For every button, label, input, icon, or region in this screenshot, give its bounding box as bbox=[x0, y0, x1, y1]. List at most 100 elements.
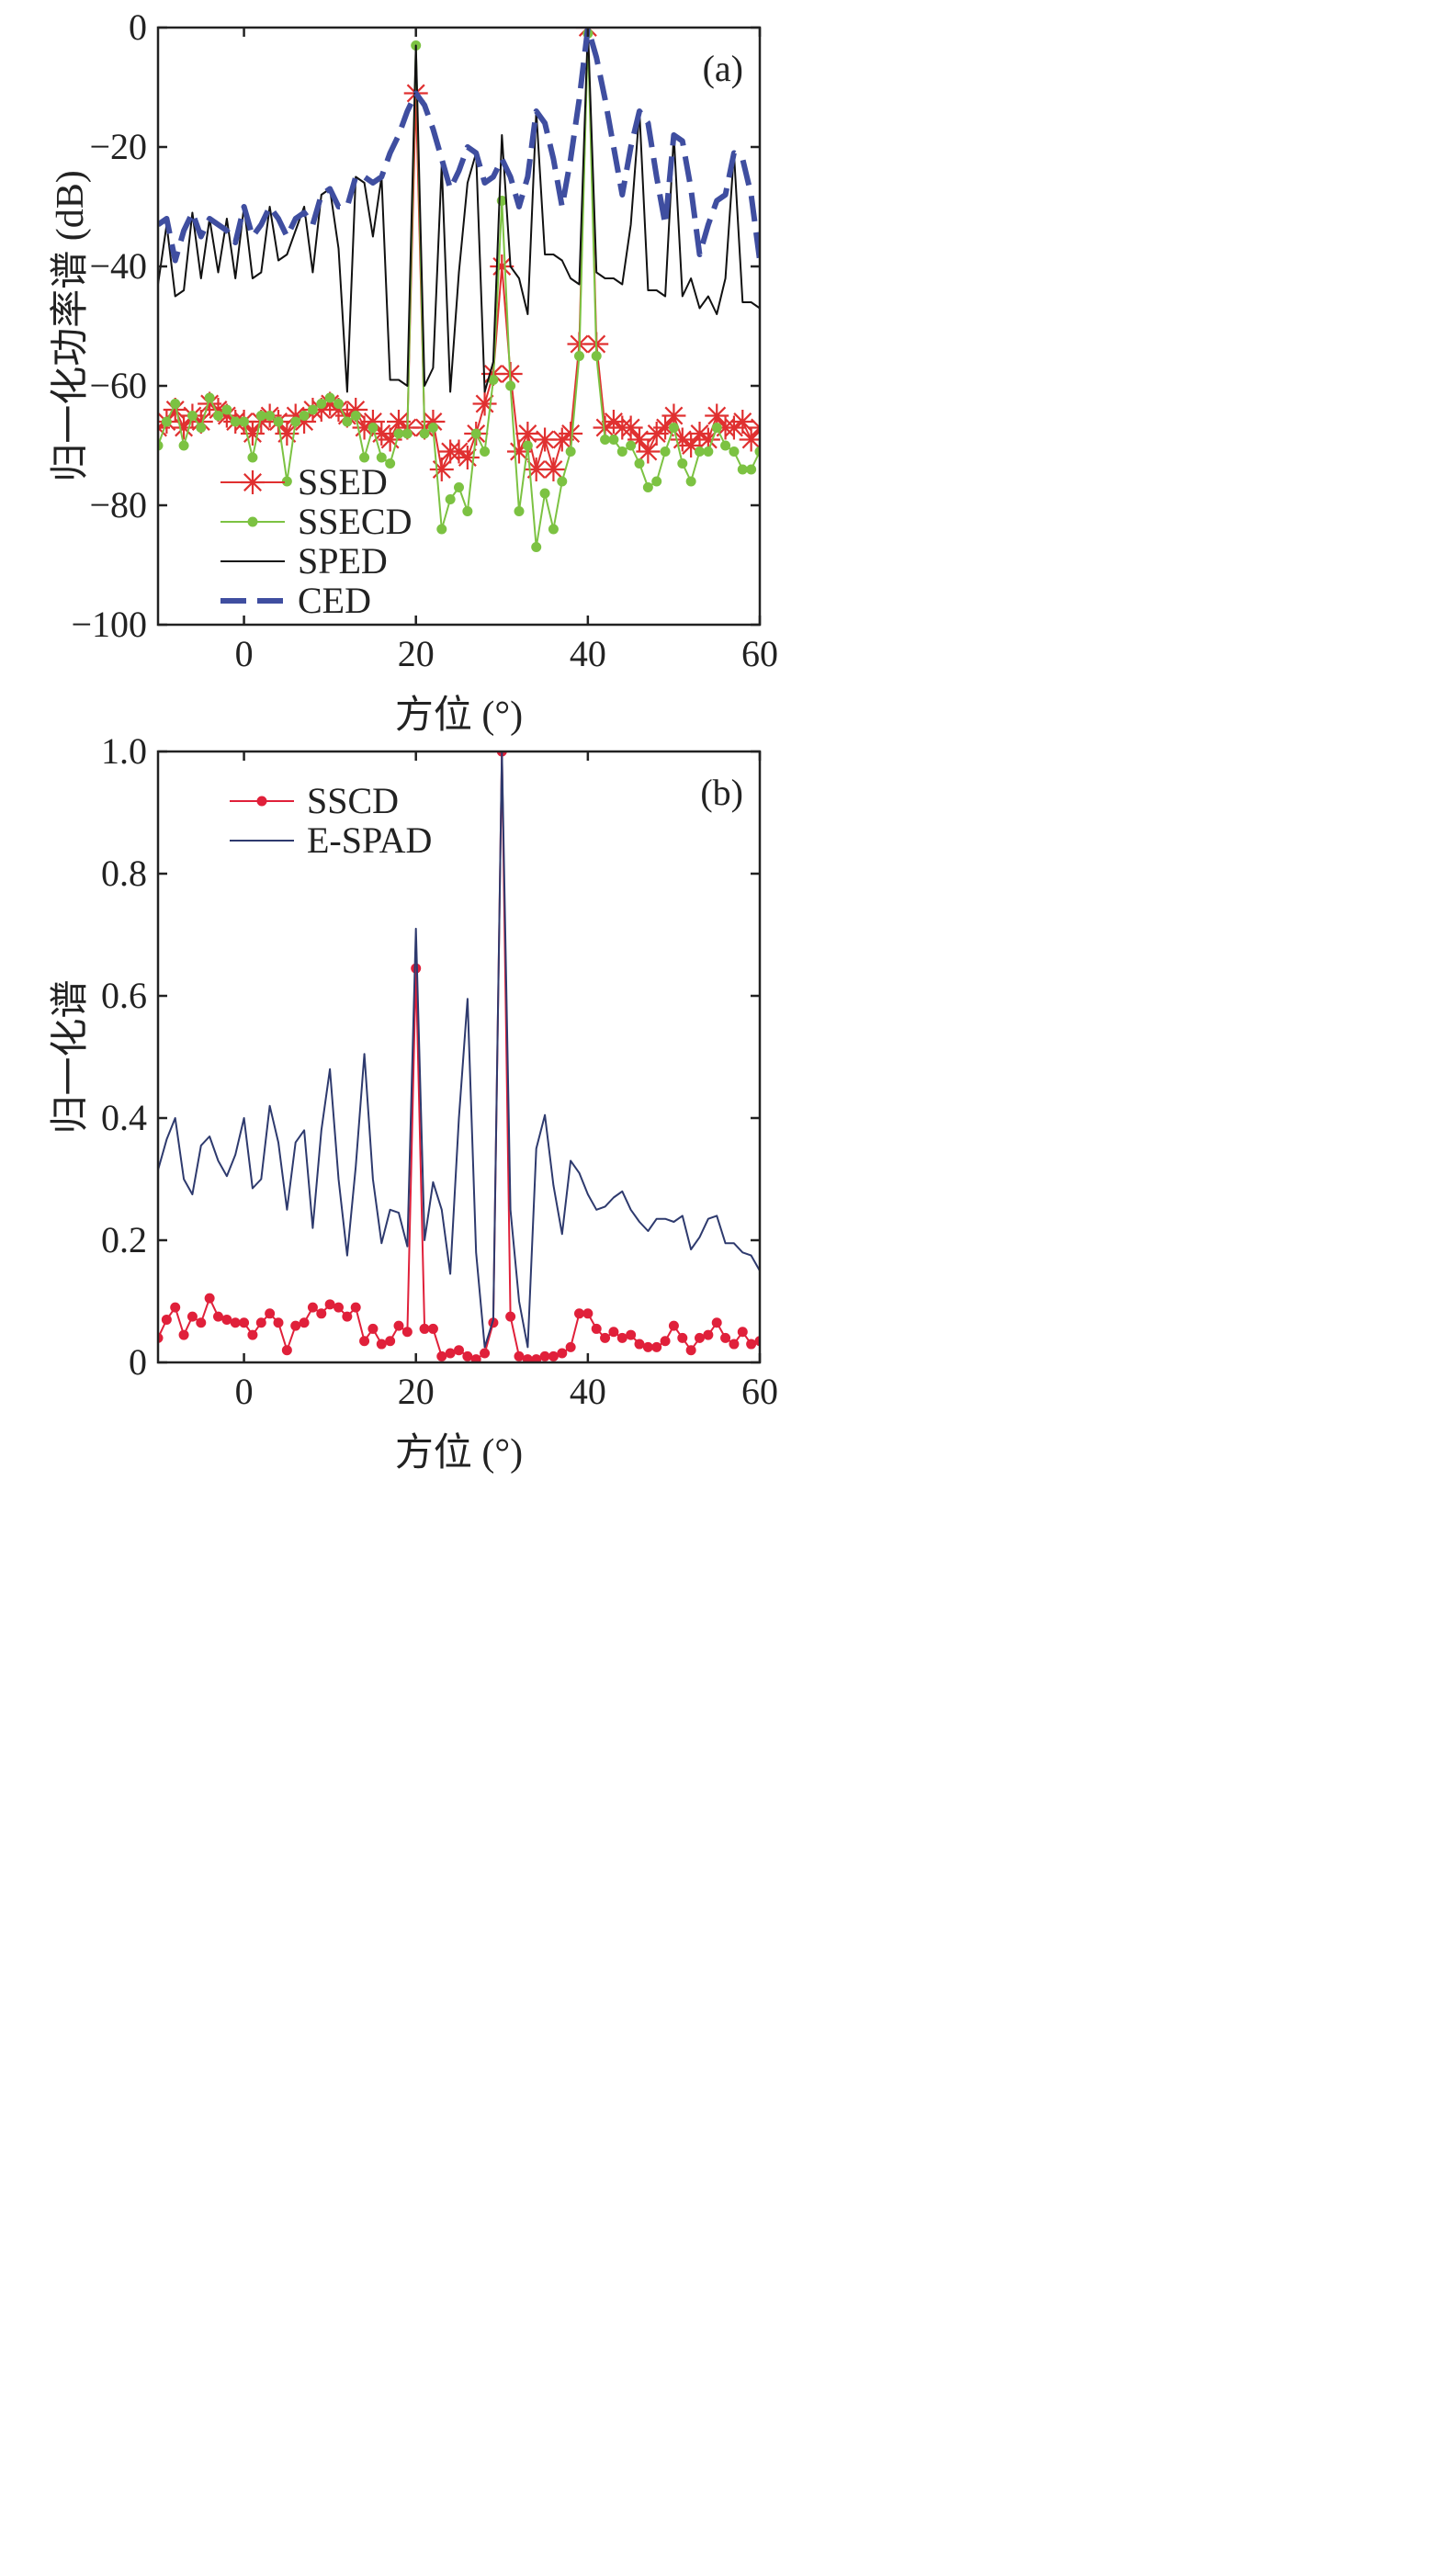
a-series-ced-line bbox=[158, 28, 760, 264]
b-series-sscd-point bbox=[333, 1302, 344, 1313]
b-series-sscd-point bbox=[230, 1317, 241, 1328]
b-series-sscd-point bbox=[213, 1311, 223, 1322]
a-series-ssecd-point bbox=[470, 428, 481, 439]
y-tick-label: 0 bbox=[129, 6, 147, 48]
b-series-sscd-point bbox=[720, 1332, 731, 1343]
b-series-sscd-point bbox=[324, 1299, 335, 1310]
a-series-ssecd-point bbox=[548, 524, 559, 535]
panel-a-chart: 0 20 40 60 −100 −80 −60 −40 −20 0 方位 (°) 归一化功率谱 (… bbox=[49, 6, 778, 737]
a-series-ssecd-point bbox=[196, 423, 207, 433]
b-series-sscd-point bbox=[539, 1350, 550, 1361]
a-series-ssecd-point bbox=[187, 411, 198, 421]
b-series-sscd-point bbox=[170, 1302, 181, 1313]
panel-a-y-axis-label: 归一化功率谱 (dB) bbox=[49, 170, 92, 482]
a-series-ssed-point bbox=[541, 458, 566, 481]
b-series-sscd-point bbox=[480, 1348, 491, 1359]
b-series-sscd-point bbox=[239, 1317, 250, 1328]
panel-a-label: (a) bbox=[703, 48, 743, 89]
b-legend-sscd-marker bbox=[256, 796, 267, 807]
b-series-sscd-point bbox=[436, 1350, 447, 1361]
a-series-ssed-point bbox=[421, 410, 446, 434]
a-series-ssed-point bbox=[559, 422, 583, 446]
a-series-ssecd-point bbox=[703, 446, 714, 457]
b-series-sscd-point bbox=[290, 1320, 301, 1331]
a-series-ssecd-point bbox=[401, 428, 413, 439]
a-series-ssecd-point bbox=[746, 464, 757, 475]
b-series-sscd-point bbox=[668, 1320, 679, 1331]
b-series-sscd-point bbox=[642, 1341, 653, 1352]
y-tick-label: 0.4 bbox=[101, 1097, 147, 1138]
b-series-sscd-point bbox=[178, 1329, 189, 1340]
a-series-ssecd-point bbox=[660, 446, 671, 457]
a-series-ssecd-point bbox=[427, 423, 438, 433]
a-series-ssecd-point bbox=[290, 416, 301, 427]
b-series-sscd-point bbox=[746, 1339, 757, 1350]
a-series-ssecd-point bbox=[316, 399, 327, 409]
a-legend-ced-label: CED bbox=[298, 580, 371, 621]
b-series-sscd-point bbox=[316, 1308, 327, 1319]
a-series-ssed-point bbox=[748, 415, 760, 440]
panel-b-label: (b) bbox=[700, 772, 743, 813]
a-series-ssecd-point bbox=[170, 399, 181, 409]
y-tick-label: −60 bbox=[89, 365, 147, 406]
b-series-sscd-point bbox=[660, 1336, 671, 1347]
b-series-sscd-point bbox=[711, 1317, 722, 1328]
y-tick-label: −80 bbox=[89, 484, 147, 525]
a-series-ssecd-point bbox=[307, 404, 318, 415]
a-series-ssecd-point bbox=[668, 423, 679, 433]
b-series-sscd-point bbox=[462, 1350, 473, 1361]
panel-b-y-axis-label: 归一化谱 bbox=[50, 979, 92, 1134]
b-series-sscd-point bbox=[505, 1311, 516, 1322]
a-series-ssecd-point bbox=[419, 428, 430, 439]
a-series-ssed-markers bbox=[158, 28, 760, 481]
b-legend-sscd-label: SSCD bbox=[307, 780, 399, 821]
a-series-ssecd-point bbox=[488, 375, 499, 385]
a-series-ssecd-point bbox=[255, 411, 266, 421]
a-legend-ssed-marker bbox=[241, 470, 265, 494]
b-series-sscd-point bbox=[677, 1332, 688, 1343]
b-series-sscd-point bbox=[695, 1332, 705, 1343]
a-series-ssecd-point bbox=[247, 452, 258, 463]
a-series-ssecd-point bbox=[454, 482, 464, 492]
a-series-ssed-point bbox=[188, 410, 213, 434]
a-series-ssecd-point bbox=[514, 506, 525, 516]
a-series-ssecd-line bbox=[158, 32, 760, 548]
b-series-sscd-point bbox=[299, 1317, 310, 1328]
a-series-ssecd-point bbox=[600, 435, 611, 445]
b-series-sscd-point bbox=[247, 1329, 258, 1340]
a-legend-ssecd-label: SSECD bbox=[298, 501, 413, 542]
a-series-ssed-point bbox=[455, 446, 480, 469]
b-series-sscd-point bbox=[221, 1314, 232, 1325]
a-series-ssecd-point bbox=[221, 404, 232, 415]
b-series-sscd-point bbox=[600, 1332, 611, 1343]
a-series-ssecd-point bbox=[505, 380, 516, 391]
a-legend-ssecd-marker bbox=[247, 516, 258, 527]
b-series-sscd-point bbox=[401, 1327, 413, 1338]
a-series-ssecd-point bbox=[651, 476, 662, 487]
panel-a-series bbox=[158, 28, 760, 552]
b-series-sscd-point bbox=[187, 1311, 198, 1322]
a-series-ssecd-point bbox=[737, 464, 748, 475]
a-series-ssecd-point bbox=[557, 476, 568, 487]
b-series-sscd-point bbox=[514, 1350, 525, 1361]
x-tick-label: 40 bbox=[570, 1371, 606, 1412]
a-series-ssecd-point bbox=[273, 416, 284, 427]
b-series-sscd-point bbox=[281, 1345, 292, 1356]
a-series-ssecd-point bbox=[436, 524, 447, 535]
a-series-ssed-point bbox=[472, 391, 497, 416]
b-series-sscd-point bbox=[359, 1336, 370, 1347]
b-series-sscd-point bbox=[376, 1339, 387, 1350]
b-series-sscd-point bbox=[557, 1348, 568, 1359]
b-series-sscd-point bbox=[608, 1327, 619, 1338]
a-series-ssecd-point bbox=[239, 416, 250, 427]
panel-a-x-axis-label: 方位 (°) bbox=[395, 694, 523, 737]
a-series-ssecd-point bbox=[367, 423, 379, 433]
panel-b-x-axis-label: 方位 (°) bbox=[395, 1431, 523, 1474]
b-series-sscd-point bbox=[634, 1339, 645, 1350]
b-series-sscd-point bbox=[427, 1323, 438, 1334]
b-series-sscd-point bbox=[411, 963, 422, 974]
a-series-ssecd-point bbox=[359, 452, 370, 463]
a-series-ssecd-point bbox=[333, 399, 344, 409]
